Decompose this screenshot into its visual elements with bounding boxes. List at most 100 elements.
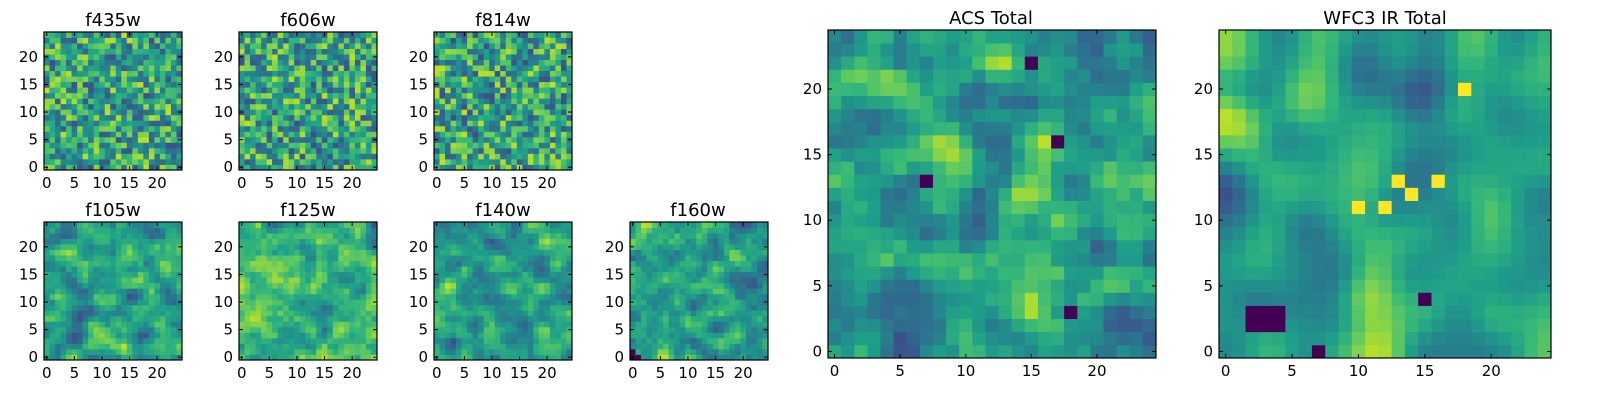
heatmap-cell <box>445 147 451 154</box>
heatmap-cell <box>461 153 468 160</box>
heatmap-cell <box>338 120 345 127</box>
heatmap-cell <box>972 161 986 175</box>
heatmap-cell <box>867 344 881 359</box>
heatmap-cell <box>630 233 636 239</box>
heatmap-cell <box>434 249 440 256</box>
heatmap-cell <box>354 337 361 344</box>
heatmap-cell <box>478 288 485 295</box>
heatmap-cell <box>751 255 758 262</box>
heatmap-cell <box>701 326 708 333</box>
heatmap-cell <box>549 125 556 132</box>
heatmap-cell <box>544 348 551 355</box>
heatmap-cell <box>349 227 356 234</box>
heatmap-cell <box>544 125 551 132</box>
heatmap-cell <box>723 249 730 256</box>
heatmap-cell <box>354 48 361 55</box>
heatmap-cell <box>740 244 747 250</box>
heatmap-cell <box>893 344 908 359</box>
heatmap-cell <box>266 233 273 239</box>
heatmap-cell <box>674 343 681 350</box>
heatmap-cell <box>294 147 301 154</box>
heatmap-cell <box>500 59 507 66</box>
heatmap-cell <box>893 226 908 241</box>
heatmap-cell <box>126 260 133 267</box>
heatmap-cell <box>60 87 67 94</box>
heatmap-cell <box>176 43 183 49</box>
heatmap-cell <box>456 337 462 344</box>
heatmap-cell <box>170 109 177 116</box>
heatmap-cell <box>277 98 284 105</box>
heatmap-cell <box>110 120 117 127</box>
heatmap-cell <box>349 343 356 350</box>
heatmap-cell <box>77 271 84 278</box>
heatmap-cell <box>170 326 177 333</box>
heatmap-cell <box>132 244 139 250</box>
heatmap-cell <box>316 76 323 83</box>
heatmap-cell <box>49 321 56 328</box>
heatmap-cell <box>132 310 139 317</box>
heatmap-cell <box>985 213 999 228</box>
heatmap-cell <box>66 244 72 250</box>
heatmap-cell <box>266 255 273 262</box>
heatmap-cell <box>505 255 512 262</box>
heatmap-cell <box>294 277 301 284</box>
heatmap-cell <box>250 114 256 121</box>
heatmap-cell <box>360 153 367 160</box>
heatmap-cell <box>343 288 350 295</box>
heatmap-cell <box>527 249 534 256</box>
heatmap-cell <box>49 233 56 239</box>
heatmap-cell <box>261 114 267 121</box>
heatmap-cell <box>294 98 301 105</box>
heatmap-cell <box>310 321 317 328</box>
heatmap-cell <box>919 331 934 346</box>
heatmap-cell <box>751 315 758 322</box>
heatmap-cell <box>316 271 323 278</box>
heatmap-cell <box>652 310 658 317</box>
heatmap-cell <box>294 233 301 239</box>
heatmap-cell <box>354 136 361 143</box>
heatmap-cell <box>255 348 262 355</box>
heatmap-cell <box>305 76 312 83</box>
heatmap-cell <box>505 147 512 154</box>
heatmap-cell <box>349 70 356 77</box>
heatmap-cell <box>566 48 573 55</box>
heatmap-cell <box>701 271 708 278</box>
heatmap-cell <box>99 43 106 49</box>
heatmap-cell <box>261 142 267 149</box>
heatmap-cell <box>1064 318 1078 333</box>
heatmap-cell <box>294 158 301 165</box>
heatmap-cell <box>104 310 111 317</box>
heatmap-cell <box>1090 161 1104 175</box>
heatmap-cell <box>544 81 551 88</box>
heatmap-cell <box>972 331 986 346</box>
heatmap-cell <box>294 348 301 355</box>
heatmap-cell <box>635 227 642 234</box>
heatmap-cell <box>332 227 339 234</box>
heatmap-cell <box>71 92 78 99</box>
heatmap-cell <box>148 282 155 289</box>
heatmap-cell <box>762 337 769 344</box>
heatmap-cell <box>472 43 479 49</box>
heatmap-cell <box>88 222 95 228</box>
heatmap-cell <box>250 70 256 77</box>
heatmap-cell <box>55 65 61 72</box>
heatmap-cell <box>555 142 562 149</box>
heatmap-cell <box>272 103 279 110</box>
heatmap-cell <box>560 87 567 94</box>
heatmap-cell <box>288 120 295 127</box>
heatmap-cell <box>456 92 462 99</box>
heatmap-cell <box>338 227 345 234</box>
heatmap-cell <box>841 305 855 320</box>
heatmap-cell <box>283 354 290 361</box>
heatmap-cell <box>88 65 95 72</box>
heatmap-cell <box>272 238 279 245</box>
heatmap-cell <box>641 271 647 278</box>
heatmap-cell <box>294 103 301 110</box>
heatmap-cell <box>354 277 361 284</box>
heatmap-cell <box>255 142 262 149</box>
heatmap-cell <box>489 125 496 132</box>
heatmap-cell <box>365 65 372 72</box>
heatmap-cell <box>349 48 356 55</box>
heatmap-cell <box>321 299 328 306</box>
